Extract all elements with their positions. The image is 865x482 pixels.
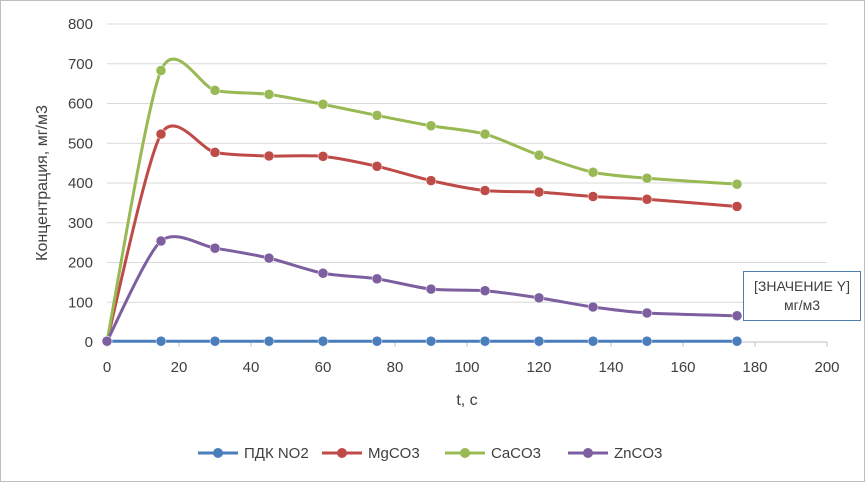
data-point: [587, 335, 599, 347]
data-point: [533, 186, 545, 198]
y-tick-label: 0: [85, 334, 93, 351]
data-point: [101, 335, 113, 347]
data-point: [209, 335, 221, 347]
data-point: [263, 335, 275, 347]
x-tick-label: 20: [171, 359, 188, 376]
data-point: [587, 301, 599, 313]
y-tick-label: 100: [68, 294, 93, 311]
data-point: [155, 65, 167, 76]
y-tick-label: 800: [68, 16, 93, 33]
x-tick-label: 40: [243, 359, 260, 376]
x-tick-label: 100: [454, 359, 479, 376]
data-point: [263, 150, 275, 162]
data-label-unit: мг/м3: [783, 297, 821, 313]
data-point: [263, 89, 275, 100]
legend-label: ПДК NO2: [244, 445, 309, 462]
x-tick-label: 140: [598, 359, 623, 376]
data-point: [317, 99, 329, 110]
legend-swatch-marker: [213, 448, 223, 458]
data-point: [425, 120, 437, 132]
data-point: [731, 178, 743, 190]
data-point: [533, 149, 545, 161]
data-point: [317, 151, 329, 162]
data-point: [425, 283, 437, 295]
data-point: [479, 285, 491, 296]
y-tick-label: 500: [68, 135, 93, 152]
legend-label: CaCO3: [491, 445, 541, 462]
data-point: [641, 172, 653, 184]
data-point: [371, 110, 383, 121]
x-tick-label: 80: [387, 359, 404, 376]
data-point: [209, 242, 221, 254]
data-point: [731, 201, 743, 212]
y-tick-label: 600: [68, 96, 93, 113]
data-point: [155, 335, 167, 347]
data-point: [263, 252, 275, 264]
series-line-3: [105, 235, 739, 343]
data-point: [209, 147, 221, 158]
legend-label: ZnCO3: [614, 445, 662, 462]
data-point: [155, 128, 167, 140]
series-line-1: [105, 124, 739, 343]
data-point: [731, 310, 743, 322]
y-tick-label: 300: [68, 215, 93, 232]
y-axis-title: Концентрация, мг/м3: [34, 105, 51, 261]
data-label-callout: [ЗНАЧЕНИЕ Y] мг/м3: [743, 271, 861, 321]
data-point: [641, 307, 653, 319]
y-tick-label: 400: [68, 175, 93, 192]
data-point: [317, 335, 329, 347]
x-tick-label: 180: [742, 359, 767, 376]
data-point: [425, 335, 437, 347]
data-point: [317, 267, 329, 279]
x-tick-label: 120: [526, 359, 551, 376]
data-point: [155, 235, 167, 247]
y-tick-label: 200: [68, 255, 93, 272]
x-tick-label: 60: [315, 359, 332, 376]
legend-swatch-marker: [460, 448, 470, 458]
legend-swatch-marker: [583, 448, 593, 458]
data-point: [731, 335, 743, 347]
data-point: [209, 85, 221, 96]
data-point: [425, 175, 437, 186]
data-point: [371, 335, 383, 347]
data-point: [641, 335, 653, 347]
x-tick-label: 0: [103, 359, 111, 376]
data-point: [587, 167, 599, 178]
legend-swatch-marker: [337, 448, 347, 458]
legend-label: MgCO3: [368, 445, 420, 462]
data-point: [479, 335, 491, 347]
y-tick-label: 700: [68, 56, 93, 73]
data-point: [641, 194, 653, 205]
data-point: [533, 335, 545, 347]
data-label-value: [ЗНАЧЕНИЕ Y]: [754, 278, 850, 294]
data-point: [479, 185, 491, 196]
x-axis-title: t, c: [456, 392, 477, 409]
data-point: [479, 128, 491, 140]
data-point: [371, 161, 383, 172]
data-point: [533, 292, 545, 304]
data-point: [587, 191, 599, 202]
x-tick-label: 160: [670, 359, 695, 376]
data-point: [371, 273, 383, 285]
x-tick-label: 200: [814, 359, 839, 376]
